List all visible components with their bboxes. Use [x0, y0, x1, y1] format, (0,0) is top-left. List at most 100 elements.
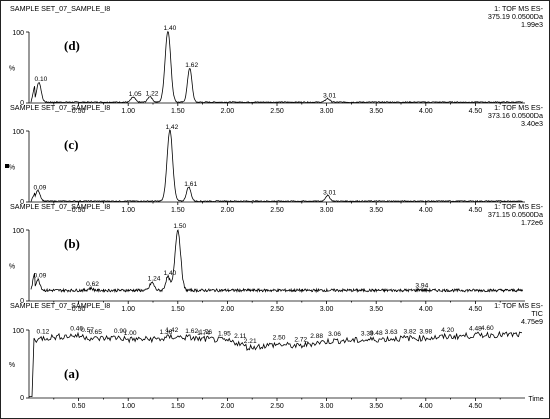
peak-label: 1.22: [146, 90, 159, 97]
peak-label: 3.01: [323, 92, 336, 99]
intensity-label: 1.72e6: [521, 218, 543, 227]
peak-label: 0.10: [34, 76, 47, 83]
detector-label: 1: TOF MS ES-: [494, 4, 543, 13]
x-tick-label: 3.00: [320, 306, 334, 313]
peak-label: 3.48: [370, 330, 383, 337]
peak-label: 3.01: [323, 189, 336, 196]
peak-label: 0.65: [89, 329, 102, 336]
peak-label: 3.98: [419, 328, 432, 335]
y-tick-label: 100: [12, 30, 24, 37]
panel-label: (d): [64, 38, 80, 53]
detector-label: 1: TOF MS ES-: [494, 103, 543, 112]
peak-label: 2.21: [244, 338, 257, 345]
x-tick-label: 1.50: [171, 403, 185, 410]
x-tick-label: 0.50: [72, 403, 86, 410]
y-tick-label: 0: [20, 298, 24, 305]
peak-label: 2.88: [310, 333, 323, 340]
mass-window-label: 371.15 0.0500Da: [488, 210, 543, 219]
peak-label: 3.82: [404, 328, 417, 335]
x-tick-label: 1.00: [121, 403, 135, 410]
y-axis-label: %: [9, 264, 15, 271]
sample-label: SAMPLE SET_07_SAMPLE_I8: [10, 4, 110, 13]
x-tick-label: 0.50: [72, 108, 86, 115]
peak-label: 3.63: [385, 329, 398, 336]
peak-label: 0.09: [34, 273, 47, 280]
y-tick-label: 100: [12, 129, 24, 136]
peak-label: 1.40: [163, 270, 176, 277]
peak-label: 0.57: [81, 327, 94, 334]
x-tick-label: 2.00: [221, 207, 235, 214]
x-tick-label: 4.00: [419, 207, 433, 214]
sample-label: SAMPLE SET_07_SAMPLE_I8: [10, 103, 110, 112]
peak-label: 1.36: [159, 329, 172, 336]
peak-label: 1.42: [165, 124, 178, 131]
peak-label: 3.94: [415, 283, 428, 290]
mass-window-label: 375.19 0.0500Da: [488, 12, 543, 21]
x-tick-label: 3.50: [369, 108, 383, 115]
peak-label: 1.62: [185, 62, 198, 69]
panel-label: (c): [64, 137, 78, 152]
peak-label: 4.20: [441, 327, 454, 334]
intensity-label: 4.75e9: [521, 317, 543, 326]
x-tick-label: 1.50: [171, 207, 185, 214]
y-axis-label: %: [9, 66, 15, 73]
peak-label: 2.72: [294, 337, 307, 344]
peak-label: 0.09: [34, 184, 47, 191]
chromatogram-trace: [30, 129, 523, 203]
x-tick-label: 2.50: [270, 403, 284, 410]
x-tick-label: 4.50: [469, 207, 483, 214]
peak-label: 1.50: [173, 223, 186, 230]
peak-label: 0.90: [114, 328, 127, 335]
x-tick-label: 4.50: [469, 403, 483, 410]
x-tick-label: 1.00: [121, 306, 135, 313]
peak-label: 0.46: [70, 326, 83, 333]
y-tick-label: 0: [20, 100, 24, 107]
chromatogram-trace: [30, 229, 523, 294]
x-tick-label: 4.50: [469, 108, 483, 115]
y-tick-label: 0: [20, 395, 24, 402]
x-tick-label: 3.50: [369, 306, 383, 313]
x-tick-label: 1.00: [121, 207, 135, 214]
x-tick-label: 0.50: [72, 207, 86, 214]
y-tick-label: 100: [12, 228, 24, 235]
x-tick-label: 2.00: [221, 108, 235, 115]
x-tick-label: 2.00: [221, 403, 235, 410]
x-tick-label: 4.00: [419, 306, 433, 313]
intensity-label: 3.40e3: [521, 119, 543, 128]
x-tick-label: 1.00: [121, 108, 135, 115]
x-tick-label: 4.50: [469, 306, 483, 313]
chromatogram-trace: [29, 330, 523, 397]
peak-label: 1.00: [124, 330, 137, 337]
peak-label: 3.39: [361, 330, 374, 337]
detector-label: 1: TOF MS ES-: [494, 301, 543, 310]
x-tick-label: 2.50: [270, 207, 284, 214]
y-tick-label: 100: [12, 328, 24, 335]
peak-label: 4.48: [469, 326, 482, 333]
peak-label: 1.95: [218, 330, 231, 337]
panel-label: (a): [64, 366, 79, 381]
peak-label: 0.12: [36, 328, 49, 335]
x-tick-label: 1.50: [171, 306, 185, 313]
peak-label: 1.40: [163, 25, 176, 32]
x-tick-label: 3.50: [369, 207, 383, 214]
x-tick-label: 3.00: [320, 403, 334, 410]
peak-label: 1.76: [199, 329, 212, 336]
peak-label: 2.50: [273, 335, 286, 342]
x-tick-label: 3.00: [320, 108, 334, 115]
mass-window-label: 373.16 0.0500Da: [488, 111, 543, 120]
x-tick-label: 3.00: [320, 207, 334, 214]
peak-label: 2.11: [234, 333, 247, 340]
peak-label: 1.05: [129, 91, 142, 98]
x-tick-label: 4.00: [419, 403, 433, 410]
panel-label: (b): [64, 236, 80, 251]
sample-label: SAMPLE SET_07_SAMPLE_I8: [10, 301, 110, 310]
detector-label: 1: TOF MS ES-: [494, 202, 543, 211]
y-axis-label: %: [9, 362, 15, 369]
x-tick-label: 2.50: [270, 306, 284, 313]
mode-label: TIC: [531, 309, 543, 318]
peak-label: 1.24: [148, 276, 161, 283]
x-tick-label: 2.50: [270, 108, 284, 115]
x-tick-label: 1.50: [171, 108, 185, 115]
peak-label: 4.60: [481, 325, 494, 332]
x-tick-label: 4.00: [419, 108, 433, 115]
